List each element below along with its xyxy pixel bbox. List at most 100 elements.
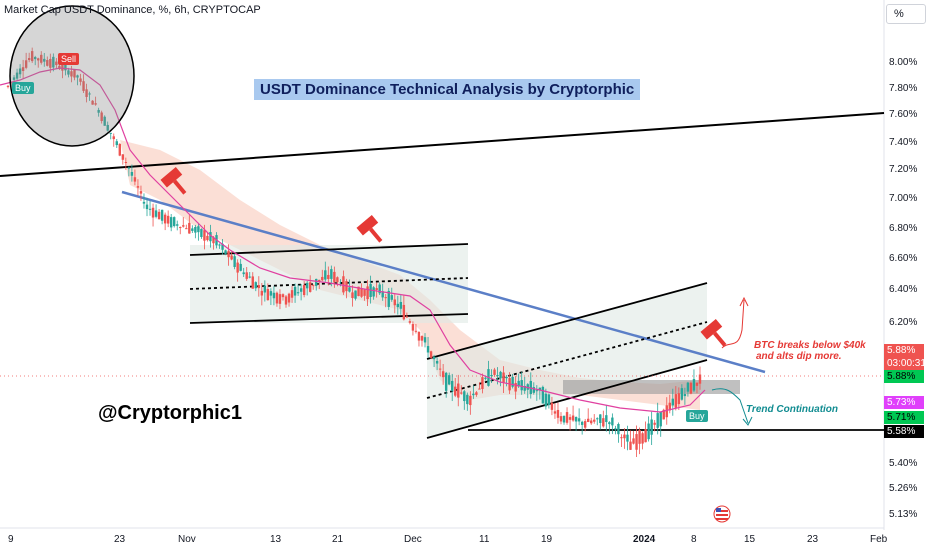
candle-body [302, 285, 306, 296]
candle-body [239, 263, 242, 271]
candle-body [281, 294, 285, 298]
candle-body [305, 282, 309, 289]
candle-body [185, 228, 188, 230]
channel-bottom-line[interactable] [426, 359, 708, 439]
candle-body [387, 290, 390, 307]
candle-body [599, 414, 602, 424]
candle-body [203, 230, 206, 241]
candle-body [677, 393, 681, 405]
hammer-icon [356, 214, 383, 243]
support-level-tag: 5.58% [884, 425, 924, 438]
candle-body [514, 382, 517, 392]
sell-signal-tag[interactable]: Sell [58, 53, 80, 65]
x-tick-label: Feb [870, 534, 888, 545]
candle-body [109, 132, 112, 134]
btc-note: BTC breaks below $40k and alts dip more. [754, 340, 866, 362]
candle-body [644, 429, 647, 443]
candle-body [157, 211, 161, 220]
candle-body [312, 284, 315, 286]
range-mid-line[interactable] [189, 277, 469, 290]
candle-body [242, 272, 245, 275]
candle-body [290, 290, 294, 298]
candle-body [423, 337, 427, 343]
candle-body [299, 288, 303, 292]
y-tick-label: 7.60% [889, 109, 918, 120]
candle-body [333, 271, 336, 283]
range-bottom-line[interactable] [189, 313, 469, 324]
candle-body [327, 274, 330, 279]
candle-body [541, 386, 545, 404]
candle-body [671, 398, 675, 406]
x-tick-label: 13 [270, 534, 282, 545]
y-tick-label: 6.60% [889, 253, 918, 264]
candle-body [686, 382, 690, 392]
candle-body [583, 421, 587, 428]
candle-body [24, 60, 28, 68]
candle-body [550, 402, 554, 410]
candle-body [194, 226, 197, 233]
candle-body [399, 301, 403, 309]
channel-top-line[interactable] [426, 282, 708, 360]
candle-body [432, 356, 436, 360]
candle-body [30, 51, 34, 62]
candle-body [6, 85, 10, 87]
candle-body [662, 409, 665, 420]
candle-body [617, 424, 620, 435]
candle-body [133, 177, 137, 182]
candle-body [405, 316, 409, 318]
candle-body [112, 136, 115, 140]
candle-body [629, 441, 632, 450]
candle-body [163, 214, 167, 224]
candle-body [547, 394, 551, 406]
descending-trendline[interactable] [121, 190, 766, 374]
candle-body [511, 376, 514, 387]
candle-body [37, 58, 40, 61]
x-tick-label: 19 [541, 534, 553, 545]
candle-body [82, 81, 85, 91]
candle-body [623, 434, 626, 439]
candle-body [245, 272, 248, 279]
x-tick-label: 2024 [633, 534, 656, 545]
candle-body [602, 418, 605, 427]
candle-body [58, 65, 61, 70]
candle-body [698, 374, 702, 384]
candle-body [266, 289, 270, 301]
candle-body [544, 393, 548, 407]
candle-body [27, 58, 31, 61]
x-tick-label: 15 [744, 534, 756, 545]
candle-body [408, 321, 412, 323]
candle-body [647, 423, 650, 440]
candle-body [121, 154, 125, 160]
x-tick-label: 21 [332, 534, 344, 545]
candle-body [188, 222, 191, 234]
channel-mid-line[interactable] [426, 321, 708, 399]
purple-level-tag: 5.73% [884, 396, 924, 409]
y-tick-label: 7.20% [889, 164, 918, 175]
candle-body [67, 70, 70, 75]
candle-body [499, 371, 502, 379]
buy-signal-tag[interactable]: Buy [686, 410, 708, 422]
candle-body [248, 276, 251, 278]
candle-body [52, 56, 55, 68]
cloud-band [120, 140, 700, 410]
candle-body [475, 392, 478, 395]
candle-body [632, 438, 635, 444]
candle-body [254, 282, 257, 289]
candle-body [318, 279, 321, 282]
candle-body [378, 284, 381, 294]
x-tick-label: 9 [8, 534, 14, 545]
candle-body [115, 141, 118, 146]
candle-body [85, 89, 88, 97]
candle-body [535, 390, 539, 392]
candle-body [608, 422, 611, 425]
unit-toggle-button[interactable]: % [886, 4, 926, 24]
candle-body [18, 68, 22, 75]
candle-body [444, 372, 448, 391]
buy-signal-tag[interactable]: Buy [12, 82, 34, 94]
countdown-tag: 03:00:31 [884, 357, 926, 370]
candle-body [577, 418, 581, 422]
long-trendline[interactable] [0, 112, 885, 177]
candle-body [363, 289, 366, 296]
